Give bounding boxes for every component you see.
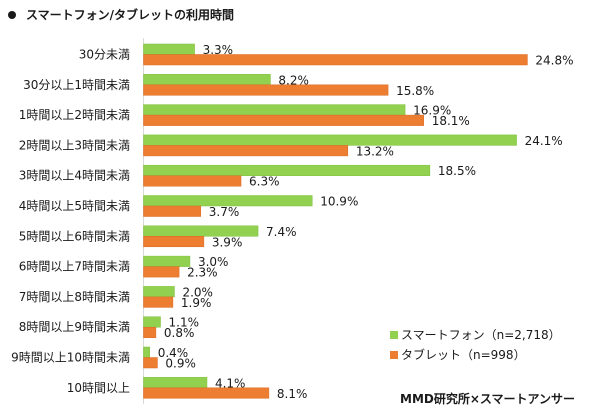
bar-tablet bbox=[143, 266, 180, 278]
data-label-tablet: 6.3% bbox=[249, 175, 279, 189]
category-label: 30分未満 bbox=[79, 48, 130, 62]
data-label-smartphone: 7.4% bbox=[266, 225, 297, 239]
data-label-tablet: 18.1% bbox=[432, 114, 470, 128]
source-credit: MMD研究所×スマートアンサー bbox=[400, 392, 576, 406]
legend-item-smartphone: スマートフォン（n=2,718） bbox=[390, 326, 561, 343]
bar-tablet bbox=[143, 296, 174, 308]
bar-smartphone bbox=[143, 164, 431, 176]
bar-smartphone bbox=[143, 346, 150, 358]
category-label: 10時間以上 bbox=[67, 381, 130, 395]
data-label-tablet: 3.9% bbox=[212, 235, 243, 249]
data-label-tablet: 2.3% bbox=[187, 266, 218, 280]
bar-tablet bbox=[143, 54, 528, 66]
bar-tablet bbox=[143, 145, 349, 157]
bar-tablet bbox=[143, 387, 270, 399]
data-label-tablet: 3.7% bbox=[209, 205, 240, 219]
data-label-smartphone: 3.3% bbox=[203, 43, 234, 57]
data-label-tablet: 24.8% bbox=[535, 54, 573, 68]
data-label-smartphone: 18.5% bbox=[438, 164, 476, 178]
data-label-smartphone: 4.1% bbox=[215, 376, 246, 390]
data-label-tablet: 0.9% bbox=[165, 357, 196, 371]
category-label: 3時間以上4時間未満 bbox=[19, 169, 130, 183]
chart-title-block: スマートフォン/タブレットの利用時間 bbox=[8, 6, 234, 23]
legend-swatch-smartphone bbox=[390, 330, 398, 339]
bar-smartphone bbox=[143, 195, 313, 207]
legend-swatch-tablet bbox=[390, 350, 398, 359]
bar-tablet bbox=[143, 326, 157, 338]
data-label-tablet: 1.9% bbox=[181, 296, 212, 310]
category-label: 4時間以上5時間未満 bbox=[19, 199, 130, 213]
bar-smartphone bbox=[143, 286, 175, 298]
data-label-smartphone: 2.0% bbox=[182, 285, 213, 299]
data-label-smartphone: 8.2% bbox=[278, 73, 309, 87]
data-label-smartphone: 1.1% bbox=[169, 316, 200, 330]
category-label: 6時間以上7時間未満 bbox=[19, 260, 130, 274]
bar-smartphone bbox=[143, 255, 191, 267]
category-label: 1時間以上2時間未満 bbox=[19, 108, 130, 122]
bar-tablet bbox=[143, 114, 424, 126]
data-label-smartphone: 3.0% bbox=[198, 255, 229, 269]
data-label-tablet: 13.2% bbox=[356, 144, 394, 158]
bar-tablet bbox=[143, 84, 389, 96]
data-label-tablet: 0.8% bbox=[164, 326, 195, 340]
bars-group: 30分未満 3.3% 24.8% 30分以上1時間未満 8.2% 15.8% 1時間以上2時… bbox=[11, 43, 573, 401]
data-label-tablet: 15.8% bbox=[396, 84, 434, 98]
category-label: 9時間以上10時間未満 bbox=[11, 351, 130, 365]
category-label: 2時間以上3時間未満 bbox=[19, 138, 130, 152]
bar-smartphone bbox=[143, 134, 517, 146]
data-label-smartphone: 24.1% bbox=[525, 134, 563, 148]
bar-smartphone bbox=[143, 74, 271, 86]
data-label-smartphone: 0.4% bbox=[158, 346, 189, 360]
chart-title: スマートフォン/タブレットの利用時間 bbox=[26, 8, 235, 22]
data-label-smartphone: 10.9% bbox=[320, 195, 358, 209]
bullet-icon bbox=[8, 10, 16, 19]
legend-label-smartphone: スマートフォン（n=2,718） bbox=[401, 328, 561, 342]
bar-tablet bbox=[143, 205, 202, 217]
bar-smartphone bbox=[143, 377, 208, 389]
bar-tablet bbox=[143, 357, 158, 369]
bar-smartphone bbox=[143, 104, 406, 116]
bar-tablet bbox=[143, 236, 205, 248]
bar-tablet bbox=[143, 175, 242, 187]
category-label: 5時間以上6時間未満 bbox=[19, 229, 130, 243]
category-label: 7時間以上8時間未満 bbox=[19, 290, 130, 304]
bar-smartphone bbox=[143, 316, 161, 328]
category-label: 30分以上1時間未満 bbox=[23, 78, 130, 92]
legend-item-tablet: タブレット（n=998） bbox=[390, 346, 526, 363]
data-label-smartphone: 16.9% bbox=[413, 104, 451, 118]
bar-smartphone bbox=[143, 43, 195, 55]
data-label-tablet: 8.1% bbox=[277, 387, 308, 401]
category-label: 8時間以上9時間未満 bbox=[19, 320, 130, 334]
legend-label-tablet: タブレット（n=998） bbox=[401, 348, 526, 362]
